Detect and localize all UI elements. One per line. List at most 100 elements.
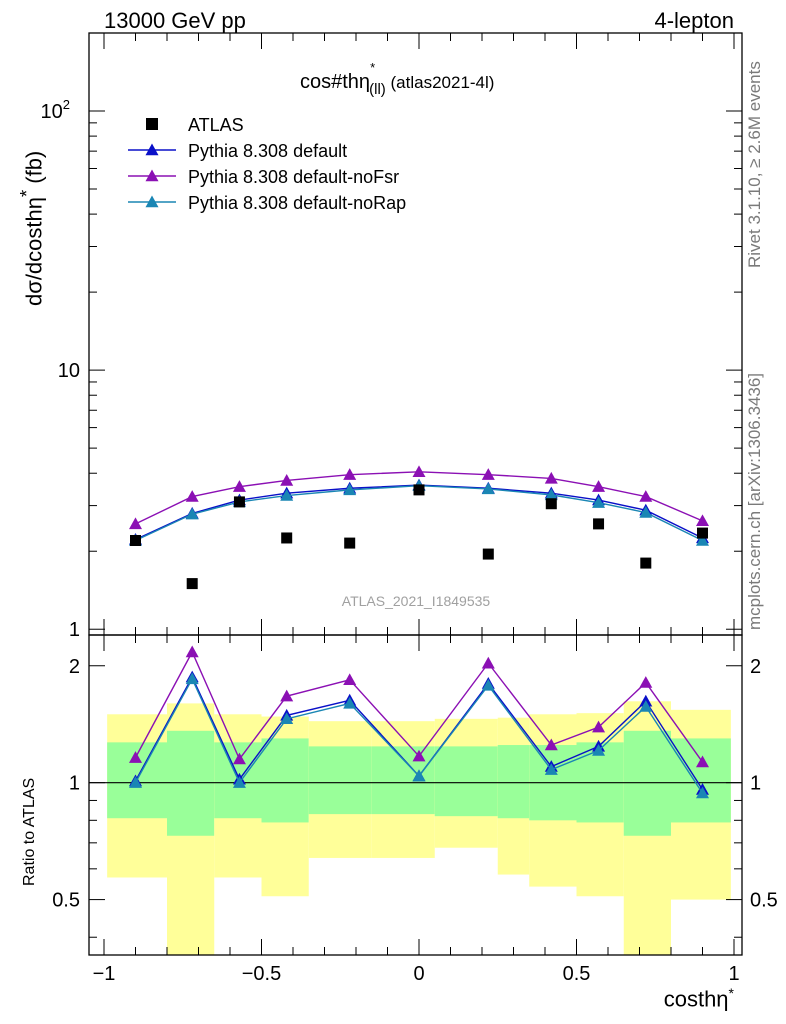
ratio-y-tick-label-right: 2 — [750, 656, 761, 678]
data-point — [413, 484, 425, 496]
x-tick-label: 0 — [413, 963, 424, 985]
data-point — [593, 518, 605, 530]
series-point — [544, 488, 558, 501]
series-point — [639, 506, 653, 518]
series-point — [129, 751, 142, 763]
main-plot-series — [129, 465, 709, 590]
ratio-y-tick-label: 1 — [69, 773, 80, 795]
main-y-tick-label: 10 — [58, 360, 80, 382]
x-tick-label: 1 — [728, 963, 739, 985]
main-plot-frame — [88, 32, 743, 636]
legend-label: Pythia 8.308 default-noRap — [188, 193, 406, 213]
series-point — [696, 755, 709, 768]
inner-band-bin — [308, 746, 372, 815]
main-y-tick-label: 102 — [41, 97, 70, 123]
ratio-plot-ticks — [89, 635, 742, 955]
rivet-version-label: Rivet 3.1.10, ≥ 2.6M events — [745, 61, 764, 268]
header-energy-label: 13000 GeV pp — [104, 8, 246, 33]
main-y-tick-label: 1 — [69, 619, 80, 641]
ratio-y-tick-label: 2 — [69, 656, 80, 678]
data-point — [233, 496, 245, 508]
data-point — [344, 537, 356, 549]
ratio-y-axis-label: Ratio to ATLAS — [21, 777, 38, 886]
series-point — [280, 489, 294, 501]
plot-titles: cos#thη* (ll) (atlas2021-4l) ATLAS_2021_I1… — [300, 60, 494, 609]
series-point — [592, 720, 606, 733]
series-point — [343, 483, 357, 496]
inner-band-bin — [497, 745, 530, 819]
x-axis-label: costhη* — [663, 985, 734, 1012]
series-point — [696, 786, 709, 799]
series-point — [544, 763, 558, 775]
ratio-y-tick-label-right: 0.5 — [750, 890, 778, 912]
series-point — [481, 656, 495, 669]
data-point — [281, 532, 293, 544]
series-point — [412, 769, 426, 782]
header-channel-label: 4-lepton — [654, 8, 734, 33]
ratio-plot-series — [89, 645, 742, 799]
ratio-plot-frame — [88, 634, 743, 956]
data-point — [640, 557, 652, 569]
plot-frames — [88, 32, 743, 956]
series-point — [185, 490, 199, 502]
series-point — [696, 514, 709, 527]
x-tick-label: −1 — [93, 963, 116, 985]
series-point — [232, 776, 246, 788]
series-point — [592, 480, 606, 492]
main-y-axis-label: dσ/dcosthη* (fb) — [16, 150, 47, 306]
x-tick-label: 0.5 — [563, 963, 591, 985]
series-point — [343, 468, 357, 480]
data-point — [697, 527, 708, 539]
legend-label: Pythia 8.308 default-noFsr — [188, 167, 399, 187]
series-point — [232, 480, 246, 492]
series-point — [129, 517, 142, 530]
data-point — [186, 578, 198, 590]
ratio-y-tick-label-right: 1 — [750, 773, 761, 795]
series-point — [412, 749, 426, 762]
series-point — [185, 672, 199, 685]
uncertainty-bands — [107, 701, 731, 955]
series-point — [639, 700, 653, 712]
legend: ATLAS Pythia 8.308 default Pythia 8.308 de… — [128, 115, 406, 213]
series-point — [592, 496, 606, 508]
series-point — [639, 676, 653, 688]
series-point — [696, 534, 709, 546]
series-point — [185, 645, 199, 658]
inner-band-bin — [623, 730, 671, 836]
series-point — [280, 689, 294, 702]
series-point — [592, 744, 606, 756]
analysis-watermark: ATLAS_2021_I1849535 — [342, 593, 491, 609]
legend-marker — [145, 143, 159, 156]
data-point — [545, 498, 557, 510]
legend-marker — [145, 169, 159, 182]
inner-band-bin — [371, 746, 435, 815]
data-point — [130, 535, 141, 547]
ratio-y-tick-label: 0.5 — [52, 890, 80, 912]
series-point — [185, 507, 199, 520]
series-point — [639, 490, 653, 502]
main-plot-ticks — [89, 32, 742, 635]
x-tick-label: −0.5 — [242, 963, 281, 985]
series-point — [544, 471, 558, 484]
series-point — [481, 482, 495, 495]
legend-marker-data — [146, 118, 158, 130]
series-point — [343, 696, 357, 709]
inner-band-bin — [671, 738, 731, 823]
series-point — [280, 712, 294, 725]
legend-label: Pythia 8.308 default — [188, 141, 347, 161]
series-point — [481, 468, 495, 480]
inner-band-bin — [261, 738, 309, 823]
tick-labels: 1 10 102 0.5 0.5 1 1 2 2 −1 −0.5 0 0.5 1 — [41, 97, 778, 985]
series-point — [412, 465, 426, 478]
series-point — [343, 673, 357, 686]
series-point — [232, 752, 246, 765]
mcplots-source-label: mcplots.cern.ch [arXiv:1306.3436] — [745, 372, 764, 630]
inner-band-bin — [434, 746, 498, 817]
series-point — [280, 473, 294, 486]
legend-label-data: ATLAS — [188, 115, 244, 135]
data-point — [482, 548, 494, 560]
series-point — [544, 738, 558, 751]
legend-marker — [145, 195, 159, 208]
inner-band-bin — [167, 730, 215, 836]
